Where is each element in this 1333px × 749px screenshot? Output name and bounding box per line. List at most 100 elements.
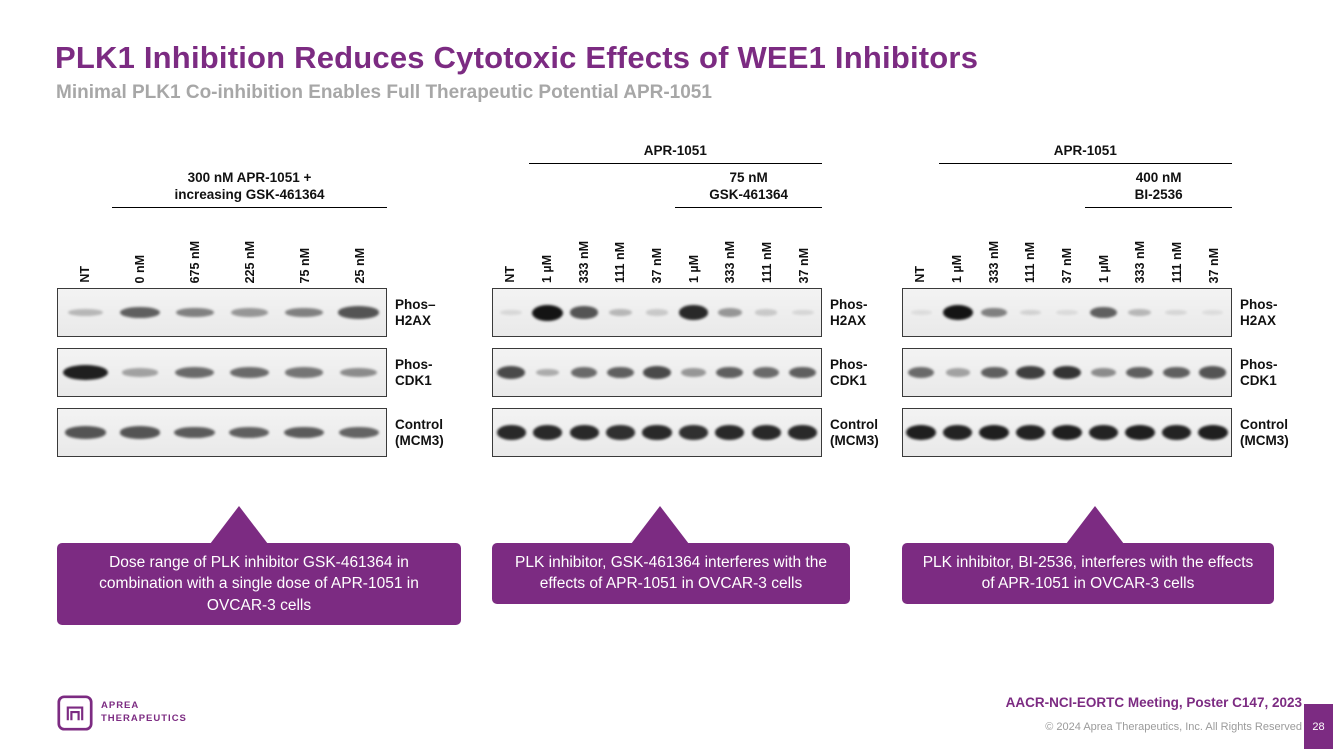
blot-row-label: Phos– H2AX xyxy=(395,296,436,328)
blot-lane xyxy=(1122,409,1158,456)
blot-lane xyxy=(1122,289,1158,336)
protein-band xyxy=(340,367,378,378)
blot-row: Phos- CDK1 xyxy=(57,348,457,397)
blot-lane xyxy=(976,349,1012,396)
protein-band xyxy=(1090,367,1116,378)
protein-band xyxy=(570,366,598,379)
lane-label: 25 nM xyxy=(352,247,367,283)
protein-band xyxy=(979,425,1009,440)
lane-label: 333 nM xyxy=(576,240,591,283)
lane-labels: NT 1 µM 333 nM 111 nM 37 nM 1 µM 333 nM 111 nM 3… xyxy=(902,208,1232,288)
lane-label: 333 nM xyxy=(723,240,738,283)
blot-panel-gsk-dose-range: 300 nM APR-1051 + increasing GSK-461364 N… xyxy=(57,138,461,626)
blot-panel-apr1051-gsk: APR-1051 75 nM GSK-461364 NT 1 µM 333 nM 111… xyxy=(492,138,892,604)
protein-band xyxy=(1052,365,1082,380)
protein-band xyxy=(980,366,1008,379)
panel-header-area: APR-1051 75 nM GSK-461364 xyxy=(492,138,822,208)
callout-text: PLK inhibitor, BI-2536, interferes with … xyxy=(902,543,1274,604)
protein-band xyxy=(788,425,818,440)
lane-label: 37 nM xyxy=(650,247,665,283)
blot-row-label: Phos- H2AX xyxy=(1240,296,1278,328)
protein-band xyxy=(231,308,268,317)
blot-lane xyxy=(785,409,821,456)
lane-label: 333 nM xyxy=(986,240,1001,283)
blot-row-label: Control (MCM3) xyxy=(395,416,444,448)
lane-label: 111 nM xyxy=(1023,242,1038,283)
blot-rows: Phos- H2AX Phos- CDK1 Control (MCM3) xyxy=(492,288,892,457)
blot-lane xyxy=(566,409,602,456)
protein-band xyxy=(63,365,108,380)
blot-lane xyxy=(529,409,565,456)
lane-label: 37 nM xyxy=(1206,247,1221,283)
protein-band xyxy=(283,426,325,439)
protein-band xyxy=(643,366,671,379)
blot-rows: Phos– H2AX Phos- CDK1 Control (MCM3) xyxy=(57,288,457,457)
protein-band xyxy=(755,309,778,316)
blot-lane xyxy=(602,409,638,456)
protein-band xyxy=(751,425,781,440)
footer-copyright: © 2024 Aprea Therapeutics, Inc. All Righ… xyxy=(1045,721,1302,733)
blot-lane xyxy=(639,289,675,336)
aprea-logo-icon xyxy=(57,695,93,731)
blot-image xyxy=(57,348,387,397)
blot-lane xyxy=(675,349,711,396)
blot-lane xyxy=(939,349,975,396)
panel-header-area: 300 nM APR-1051 + increasing GSK-461364 xyxy=(57,138,387,208)
blot-image xyxy=(902,408,1232,457)
protein-band xyxy=(1197,425,1228,440)
blot-lane xyxy=(58,289,113,336)
blot-lane xyxy=(222,409,277,456)
blot-lane xyxy=(113,409,168,456)
protein-band xyxy=(981,307,1007,318)
blot-lane xyxy=(331,349,386,396)
lane-label: 37 nM xyxy=(1060,247,1075,283)
callout-apr1051-bi2536: PLK inhibitor, BI-2536, interferes with … xyxy=(902,506,1274,604)
blot-lane xyxy=(903,349,939,396)
protein-band xyxy=(642,425,672,440)
blot-image xyxy=(57,288,387,337)
protein-band xyxy=(496,425,526,440)
protein-band xyxy=(942,304,973,321)
protein-band xyxy=(570,306,598,319)
callout-apr1051-gsk: PLK inhibitor, GSK-461364 interferes wit… xyxy=(492,506,850,604)
protein-band xyxy=(500,309,523,316)
blot-lane xyxy=(939,289,975,336)
protein-band xyxy=(1090,306,1117,319)
protein-band xyxy=(497,366,526,379)
callout-text: PLK inhibitor, GSK-461364 interferes wit… xyxy=(492,543,850,604)
blot-lane xyxy=(785,289,821,336)
blot-lane xyxy=(1012,289,1048,336)
protein-band xyxy=(753,366,780,379)
blot-lane xyxy=(1012,349,1048,396)
lane-label: 1 µM xyxy=(950,254,964,283)
blot-row-label: Phos- H2AX xyxy=(830,296,868,328)
callout-pointer-icon xyxy=(631,506,690,544)
blot-lane xyxy=(639,409,675,456)
blot-image xyxy=(492,288,822,337)
blot-lane xyxy=(602,349,638,396)
protein-band xyxy=(1015,425,1046,440)
blot-lane xyxy=(976,409,1012,456)
protein-band xyxy=(338,306,380,319)
protein-band xyxy=(1202,309,1224,316)
blot-lane xyxy=(1195,289,1231,336)
panel-header-sub: 300 nM APR-1051 + increasing GSK-461364 xyxy=(112,162,387,208)
blot-lane xyxy=(566,349,602,396)
blot-image xyxy=(492,408,822,457)
blot-lane xyxy=(602,289,638,336)
slide-subtitle: Minimal PLK1 Co-inhibition Enables Full … xyxy=(56,82,712,103)
blot-image xyxy=(57,408,387,457)
blot-lane xyxy=(277,289,332,336)
blot-lane xyxy=(712,349,748,396)
protein-band xyxy=(338,426,379,439)
blot-lane xyxy=(222,349,277,396)
lane-label: 1 µM xyxy=(686,254,701,283)
protein-band xyxy=(229,426,270,439)
blot-lane xyxy=(785,349,821,396)
callout-pointer-icon xyxy=(209,506,268,544)
blot-lane xyxy=(331,409,386,456)
protein-band xyxy=(122,368,158,377)
blot-lane xyxy=(493,409,529,456)
blot-lane xyxy=(903,289,939,336)
